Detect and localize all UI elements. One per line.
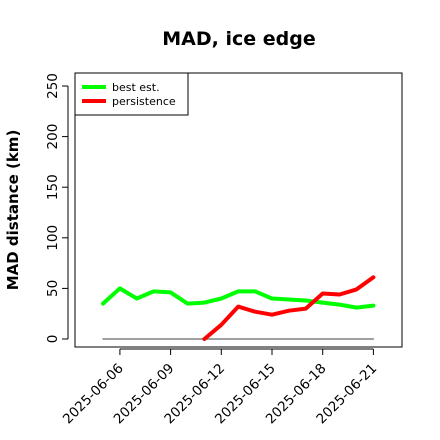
x-axis: 2025-06-062025-06-092025-06-122025-06-15…: [60, 348, 380, 427]
y-axis: 0 50 100 150 200 250: [45, 73, 69, 344]
y-tick-label: 0: [45, 335, 61, 344]
legend-box: [74, 72, 189, 116]
legend: best est. persistence: [74, 72, 189, 116]
y-tick-label: 100: [45, 225, 61, 251]
chart-title: MAD, ice edge: [162, 28, 315, 50]
y-tick-label: 150: [45, 174, 61, 200]
legend-label-persistence: persistence: [112, 95, 176, 108]
y-tick-label: 250: [45, 73, 61, 99]
y-axis-label: MAD distance (km): [4, 130, 22, 291]
series-line-persistence: [202, 275, 376, 341]
y-tick-label: 50: [45, 280, 61, 297]
legend-label-best-est: best est.: [112, 81, 160, 94]
series-line-best-est: [101, 286, 376, 310]
series-layer: [101, 275, 376, 341]
plot-area-frame: [74, 72, 403, 348]
y-tick-label: 200: [45, 124, 61, 150]
